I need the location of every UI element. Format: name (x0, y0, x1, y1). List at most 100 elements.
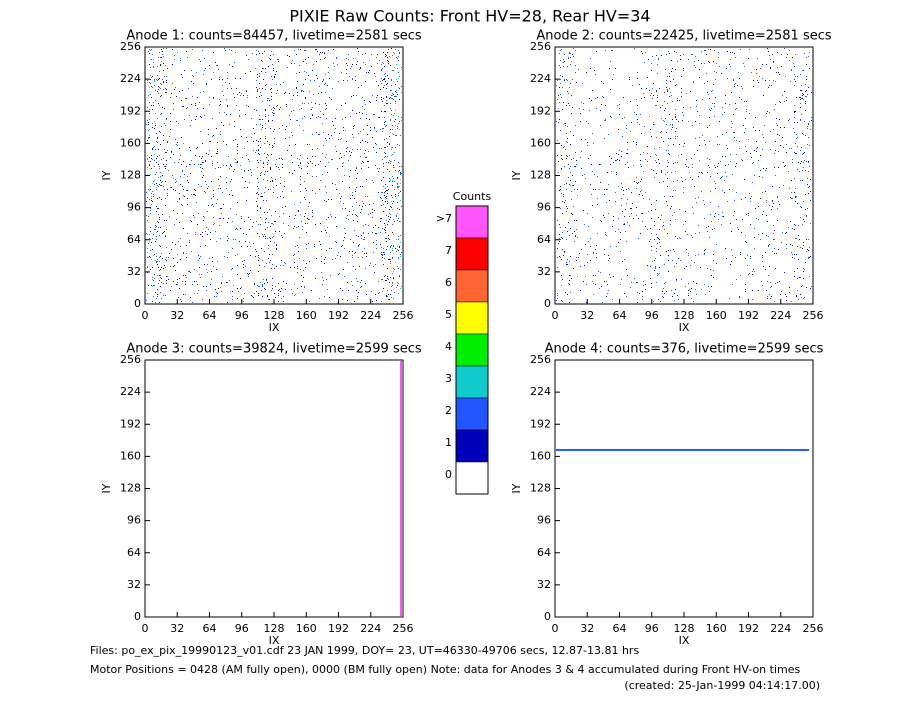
colorbar-swatch (455, 365, 489, 399)
y-tick-label: 128 (120, 482, 141, 495)
colorbar-label: 2 (445, 404, 452, 417)
x-tick-label: 0 (142, 622, 149, 635)
texture (147, 49, 402, 294)
x-tick-label: 32 (580, 309, 594, 322)
colorbar-frame (455, 205, 489, 495)
x-tick-label: 224 (360, 309, 381, 322)
panel-title: Anode 3: counts=39824, livetime=2599 sec… (126, 342, 422, 357)
x-tick-label: 0 (552, 622, 559, 635)
y-axis-label: IY (100, 170, 113, 180)
y-tick-label: 0 (544, 297, 551, 310)
y-tick-label: 128 (120, 169, 141, 182)
y-tick-label: 64 (537, 546, 551, 559)
footer-line: (created: 25-Jan-1999 04:14:17.00) (624, 679, 820, 692)
y-tick-label: 96 (127, 514, 141, 527)
x-tick-label: 224 (770, 622, 791, 635)
y-tick-label: 32 (127, 265, 141, 278)
x-tick-label: 160 (296, 309, 317, 322)
y-tick-label: 256 (530, 353, 551, 366)
colorbar-swatch (455, 397, 489, 431)
x-tick-label: 160 (706, 622, 727, 635)
y-tick-label: 160 (530, 136, 551, 149)
y-tick-label: 64 (537, 233, 551, 246)
y-tick-label: 256 (120, 40, 141, 53)
x-tick-label: 128 (264, 309, 285, 322)
x-tick-label: 256 (803, 622, 824, 635)
x-tick-label: 0 (552, 309, 559, 322)
y-tick-label: 0 (134, 297, 141, 310)
plot-frame (144, 46, 404, 305)
y-tick-label: 224 (530, 385, 551, 398)
colorbar-swatch (455, 301, 489, 335)
x-tick-label: 192 (738, 622, 759, 635)
x-axis-label: IX (679, 634, 690, 647)
texture (556, 449, 809, 451)
colorbar-swatch (455, 461, 489, 495)
y-tick-label: 64 (127, 546, 141, 559)
x-axis-label: IX (269, 321, 280, 334)
x-tick-label: 32 (170, 309, 184, 322)
figure-title: PIXIE Raw Counts: Front HV=28, Rear HV=3… (289, 7, 650, 26)
x-tick-label: 256 (803, 309, 824, 322)
y-tick-label: 192 (120, 417, 141, 430)
colorbar-label: >7 (436, 212, 452, 225)
x-tick-label: 256 (393, 309, 414, 322)
y-tick-label: 96 (537, 514, 551, 527)
y-tick-label: 256 (120, 353, 141, 366)
colorbar-label: 6 (445, 276, 452, 289)
x-tick-label: 0 (142, 309, 149, 322)
x-tick-label: 192 (328, 309, 349, 322)
x-tick-label: 224 (360, 622, 381, 635)
y-tick-label: 192 (530, 104, 551, 117)
x-tick-label: 64 (203, 309, 217, 322)
x-tick-label: 256 (393, 622, 414, 635)
texture (556, 48, 812, 303)
y-tick-label: 160 (120, 136, 141, 149)
y-tick-label: 0 (134, 610, 141, 623)
y-axis-label: IY (100, 483, 113, 493)
y-tick-label: 128 (530, 169, 551, 182)
x-tick-label: 160 (706, 309, 727, 322)
y-tick-label: 160 (120, 449, 141, 462)
colorbar-swatch (455, 333, 489, 367)
texture (400, 361, 402, 616)
colorbar-swatch (455, 269, 489, 303)
y-axis-label: IY (510, 483, 523, 493)
x-tick-label: 32 (580, 622, 594, 635)
y-tick-label: 160 (530, 449, 551, 462)
y-tick-label: 192 (530, 417, 551, 430)
y-tick-label: 32 (537, 265, 551, 278)
colorbar-label: 5 (445, 308, 452, 321)
y-tick-label: 224 (120, 72, 141, 85)
x-tick-label: 96 (645, 622, 659, 635)
y-tick-label: 96 (537, 201, 551, 214)
y-tick-label: 224 (530, 72, 551, 85)
x-tick-label: 32 (170, 622, 184, 635)
x-axis-label: IX (269, 634, 280, 647)
x-tick-label: 128 (674, 622, 695, 635)
plot-frame (554, 359, 814, 618)
colorbar-label: 7 (445, 244, 452, 257)
texture (557, 48, 812, 303)
colorbar-swatch (455, 429, 489, 463)
x-tick-label: 224 (770, 309, 791, 322)
x-tick-label: 128 (264, 622, 285, 635)
x-tick-label: 192 (328, 622, 349, 635)
x-tick-label: 160 (296, 622, 317, 635)
texture (146, 48, 402, 303)
x-tick-label: 192 (738, 309, 759, 322)
x-tick-label: 64 (203, 622, 217, 635)
plot-frame (144, 359, 404, 618)
x-tick-label: 64 (613, 622, 627, 635)
y-tick-label: 32 (127, 578, 141, 591)
x-tick-label: 96 (235, 309, 249, 322)
y-tick-label: 0 (544, 610, 551, 623)
footer-line: Motor Positions = 0428 (AM fully open), … (90, 663, 800, 676)
colorbar-label: 4 (445, 340, 452, 353)
y-tick-label: 128 (530, 482, 551, 495)
x-tick-label: 128 (674, 309, 695, 322)
panel-title: Anode 2: counts=22425, livetime=2581 sec… (536, 29, 832, 44)
y-tick-label: 32 (537, 578, 551, 591)
